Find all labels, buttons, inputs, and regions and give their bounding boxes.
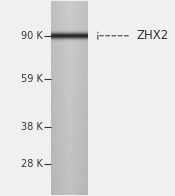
Text: 38 K: 38 K [21, 122, 43, 132]
Text: 59 K: 59 K [21, 74, 43, 83]
Text: ZHX2: ZHX2 [136, 29, 168, 42]
Text: 28 K: 28 K [21, 159, 43, 169]
Text: 90 K: 90 K [21, 31, 43, 41]
